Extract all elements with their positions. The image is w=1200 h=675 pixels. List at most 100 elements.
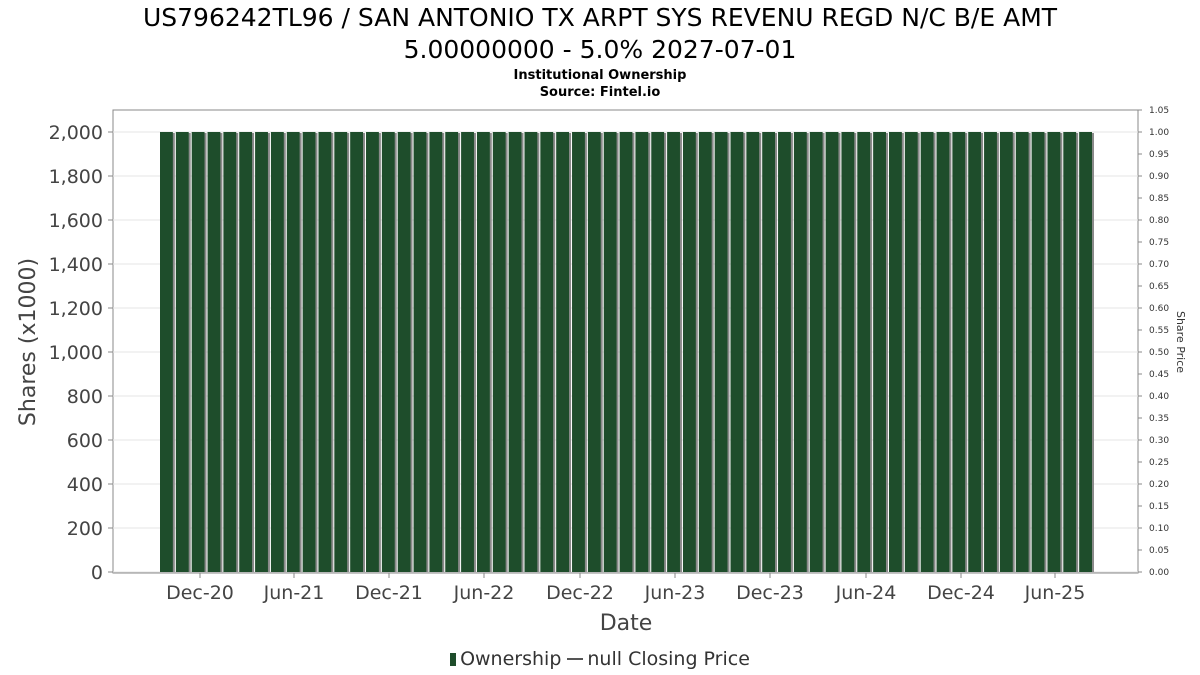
- ownership-bar: [984, 132, 997, 572]
- ownership-bar: [698, 132, 712, 572]
- x-tick-label: Dec-20: [166, 582, 234, 604]
- ownership-bar: [429, 132, 443, 572]
- ownership-bar: [968, 132, 982, 572]
- ownership-bar: [1031, 132, 1045, 572]
- x-tick-label: Jun-21: [263, 582, 325, 604]
- y-axis-title: Shares (x1000): [16, 258, 41, 426]
- y2-tick-label: 0.75: [1149, 238, 1169, 248]
- ownership-bar: [1079, 132, 1092, 572]
- y2-tick-label: 0.45: [1149, 370, 1169, 380]
- y2-tick-label: 0.60: [1149, 304, 1169, 314]
- ownership-bar: [762, 132, 776, 572]
- chart-source: Source: Fintel.io: [539, 85, 661, 100]
- ownership-bar: [793, 132, 807, 572]
- ownership-bar: [270, 132, 284, 572]
- ownership-bar: [857, 132, 871, 572]
- y2-tick-label: 0.05: [1149, 546, 1169, 556]
- ownership-bar: [492, 132, 506, 572]
- ownership-bar: [619, 132, 633, 572]
- y2-axis-title: Share Price: [1174, 311, 1187, 373]
- ownership-bar: [239, 132, 253, 572]
- ownership-bar: [476, 132, 490, 572]
- x-tick-label: Jun-23: [644, 582, 706, 604]
- ownership-bar: [572, 132, 585, 572]
- y2-tick-label: 0.00: [1149, 568, 1169, 578]
- y2-tick-label: 1.00: [1149, 128, 1169, 138]
- y2-tick-label: 0.15: [1149, 502, 1169, 512]
- ownership-bar: [873, 132, 886, 572]
- ownership-bar: [936, 132, 950, 572]
- x-tick-label: Jun-22: [453, 582, 515, 604]
- ownership-bar: [746, 132, 760, 572]
- y2-tick-label: 0.10: [1149, 524, 1169, 534]
- y2-tick-label: 0.40: [1149, 392, 1169, 402]
- x-tick-label: Dec-22: [546, 582, 614, 604]
- ownership-bar: [160, 132, 173, 572]
- ownership-bar: [191, 132, 205, 572]
- ownership-bar: [207, 132, 221, 572]
- ownership-bar: [730, 132, 744, 572]
- y2-tick-label: 0.25: [1149, 458, 1169, 468]
- ownership-bar: [778, 132, 791, 572]
- ownership-bar: [825, 132, 839, 572]
- y2-tick-label: 0.85: [1149, 194, 1169, 204]
- ownership-bar: [904, 132, 918, 572]
- legend: Ownership null Closing Price: [0, 648, 1200, 670]
- ownership-bar: [667, 132, 680, 572]
- y-tick-label: 2,000: [49, 122, 103, 144]
- ownership-bar: [587, 132, 601, 572]
- ownership-bar: [952, 132, 966, 572]
- y2-tick-label: 0.35: [1149, 414, 1169, 424]
- chart-subtitle: Institutional Ownership: [513, 68, 687, 83]
- chart-title-line-2: 5.00000000 - 5.0% 2027-07-01: [403, 35, 797, 64]
- x-axis-title: Date: [600, 611, 653, 636]
- ownership-bar: [635, 132, 649, 572]
- ownership-bar: [888, 132, 902, 572]
- ownership-bar: [366, 132, 379, 572]
- y2-tick-label: 0.20: [1149, 480, 1169, 490]
- ownership-bar: [1015, 132, 1029, 572]
- ownership-bar: [445, 132, 459, 572]
- ownership-bar: [461, 132, 474, 572]
- y-tick-label: 600: [67, 430, 103, 452]
- ownership-bar: [334, 132, 348, 572]
- ownership-bar: [286, 132, 300, 572]
- ownership-bar: [413, 132, 427, 572]
- price-legend-line: [567, 658, 584, 660]
- y2-tick-label: 1.05: [1149, 106, 1169, 116]
- y2-tick-label: 0.30: [1149, 436, 1169, 446]
- ownership-bar: [809, 132, 823, 572]
- ownership-bar: [381, 132, 395, 572]
- y-tick-label: 1,000: [49, 342, 103, 364]
- y-tick-label: 1,200: [49, 298, 103, 320]
- y-tick-label: 800: [67, 386, 103, 408]
- y2-tick-label: 0.70: [1149, 260, 1169, 270]
- y-tick-label: 1,600: [49, 210, 103, 232]
- y-tick-label: 1,800: [49, 166, 103, 188]
- y-tick-label: 1,400: [49, 254, 103, 276]
- ownership-bar: [920, 132, 934, 572]
- chart-title-line-1: US796242TL96 / SAN ANTONIO TX ARPT SYS R…: [142, 3, 1058, 32]
- ownership-legend-label: Ownership: [460, 648, 562, 670]
- y2-tick-label: 0.80: [1149, 216, 1169, 226]
- ownership-bar: [302, 132, 316, 572]
- ownership-bar: [540, 132, 554, 572]
- ownership-bar: [841, 132, 855, 572]
- ownership-bar: [524, 132, 538, 572]
- x-tick-label: Jun-25: [1024, 582, 1086, 604]
- x-tick-label: Jun-24: [835, 582, 897, 604]
- y-tick-label: 0: [91, 562, 103, 584]
- price-legend-label: null Closing Price: [587, 648, 750, 670]
- ownership-bar: [1063, 132, 1077, 572]
- x-tick-label: Dec-23: [736, 582, 804, 604]
- ownership-bar: [223, 132, 237, 572]
- y-tick-label: 200: [67, 518, 103, 540]
- ownership-bar: [556, 132, 570, 572]
- y-tick-label: 400: [67, 474, 103, 496]
- x-tick-label: Dec-24: [927, 582, 995, 604]
- ownership-bar: [397, 132, 411, 572]
- ownership-chart: 0 200 400 600 800 1,000 1,200 1,400 1,600 1,800 2,…: [16, 106, 1187, 636]
- ownership-legend-swatch: [450, 653, 457, 666]
- ownership-bar: [175, 132, 189, 572]
- y2-tick-label: 0.50: [1149, 348, 1169, 358]
